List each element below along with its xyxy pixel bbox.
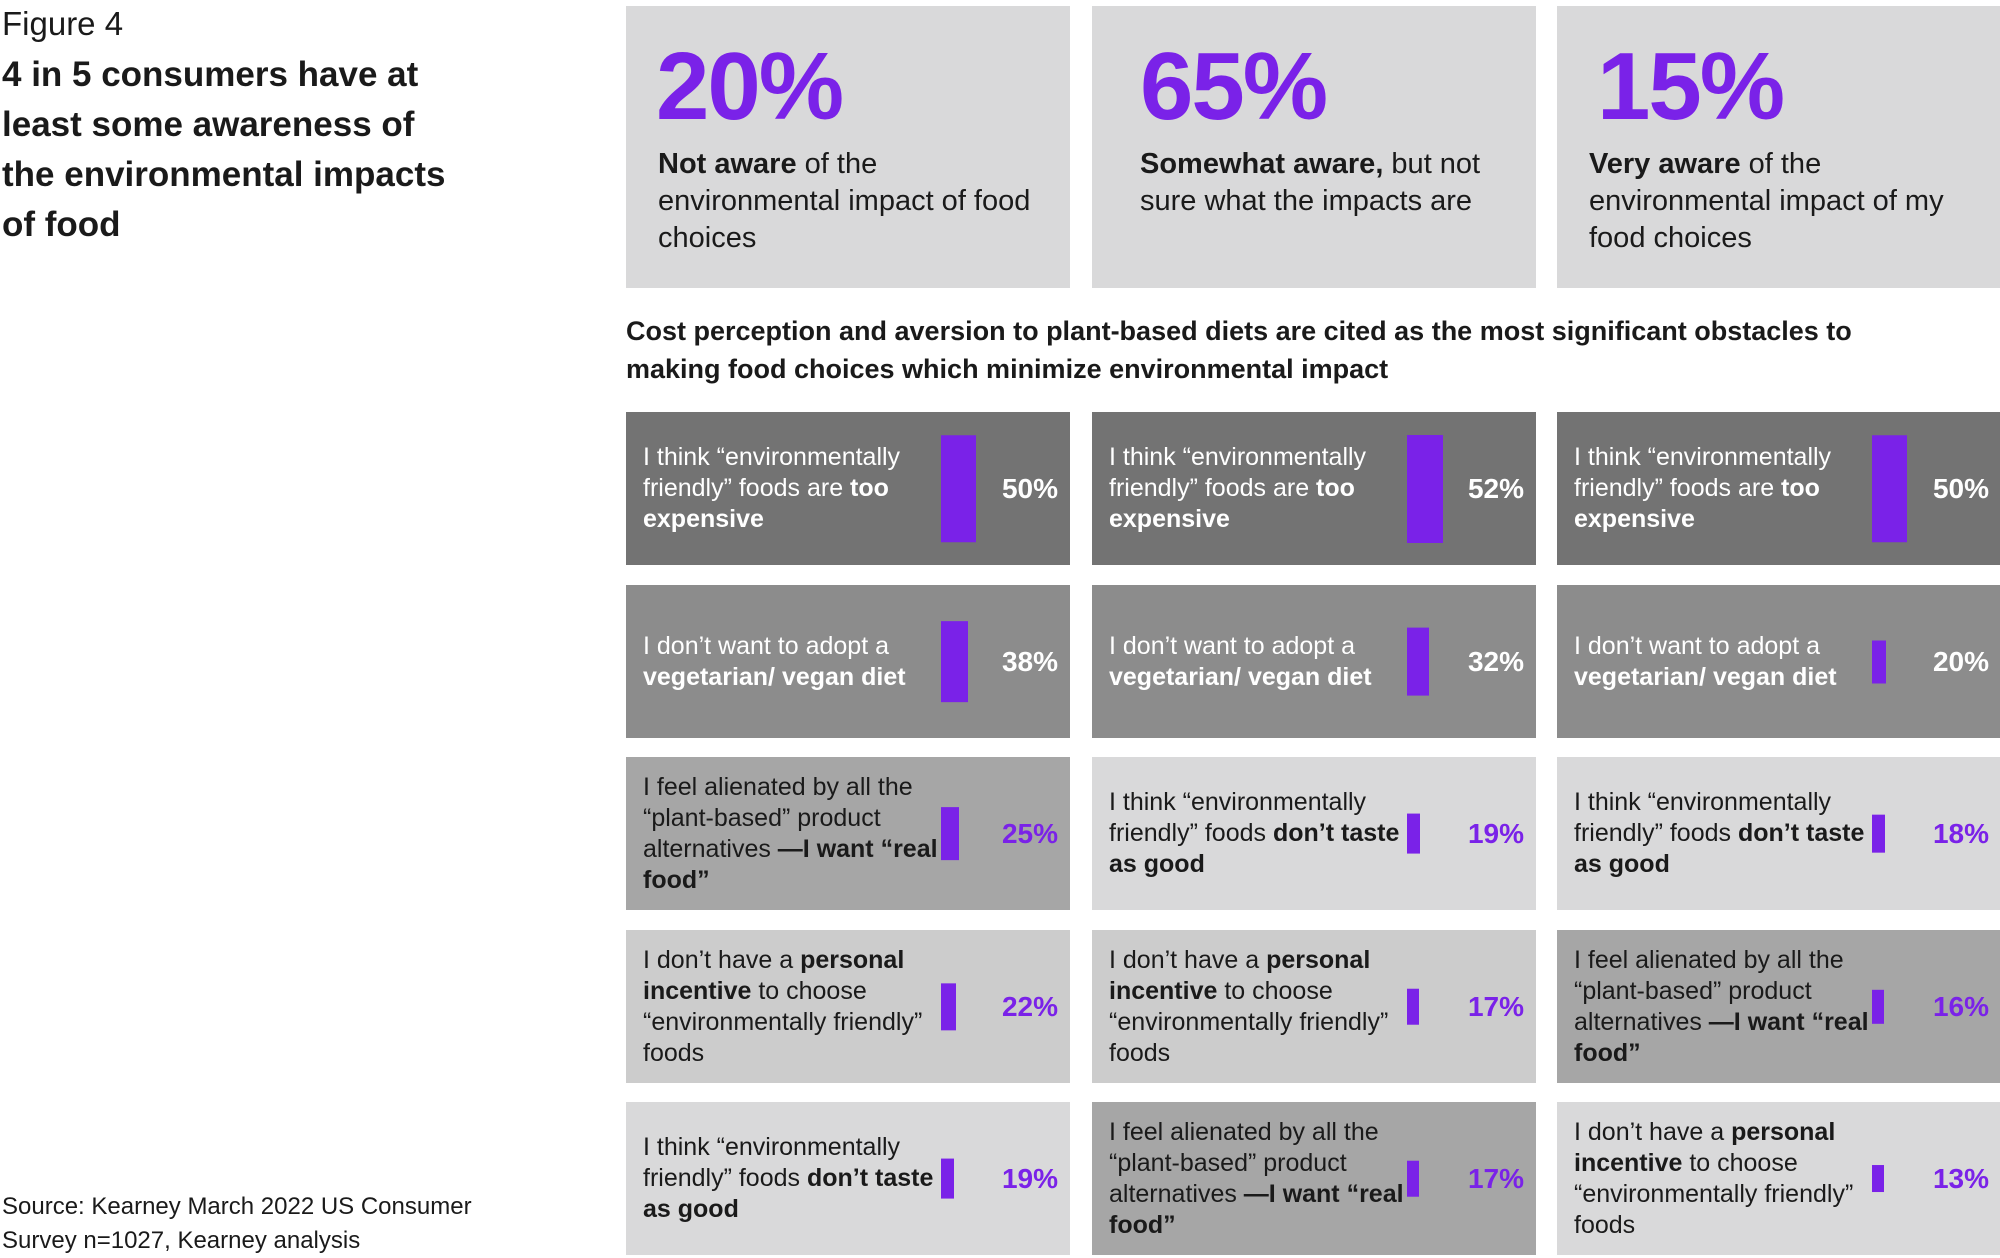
obstacle-tile: I don’t have a personal incentive to cho…	[1557, 1102, 2000, 1255]
figure-label: Figure 4	[2, 5, 124, 42]
obstacle-tile: I think “environmentally friendly” foods…	[1092, 412, 1536, 565]
value-label: 19%	[1467, 817, 1524, 849]
obstacle-label: I don’t want to adopt a vegetarian/ vega…	[643, 631, 906, 691]
value-label: 38%	[1001, 645, 1058, 677]
value-bar	[941, 806, 959, 861]
obstacle-label: I think “environmentally friendly” foods…	[1574, 788, 1865, 878]
obstacle-label: I think “environmentally friendly” foods…	[643, 1133, 934, 1223]
value-label: 17%	[1467, 990, 1524, 1022]
value-bar	[1872, 989, 1884, 1024]
value-label: 50%	[1932, 472, 1989, 504]
value-label: 13%	[1932, 1162, 1989, 1194]
obstacle-tile: I think “environmentally friendly” foods…	[1557, 757, 2000, 910]
obstacle-label: I don’t have a personal incentive to cho…	[643, 945, 923, 1067]
value-bar	[941, 434, 976, 543]
value-bar	[941, 620, 968, 703]
value-label: 22%	[1001, 990, 1058, 1022]
value-label: 17%	[1467, 1162, 1524, 1194]
value-bar	[1407, 1160, 1419, 1197]
obstacle-label: I feel alienated by all the “plant-based…	[1574, 945, 1869, 1067]
obstacle-tile: I don’t want to adopt a vegetarian/ vega…	[1092, 585, 1536, 738]
obstacle-tile: I don’t want to adopt a vegetarian/ vega…	[1557, 585, 2000, 738]
stat-card-very-aware: 15% Very aware of the environmental impa…	[1557, 6, 2000, 288]
obstacle-label: I don’t have a personal incentive to cho…	[1574, 1117, 1854, 1239]
value-bar	[1407, 813, 1420, 854]
stat-card-somewhat-aware: 65% Somewhat aware, but not sure what th…	[1092, 6, 1536, 288]
obstacle-label: I think “environmentally friendly” foods…	[1109, 443, 1367, 533]
value-label: 19%	[1001, 1162, 1058, 1194]
value-bar	[1407, 434, 1443, 543]
value-label: 32%	[1467, 645, 1524, 677]
value-label: 25%	[1001, 817, 1058, 849]
obstacle-label: I think “environmentally friendly” foods…	[1574, 443, 1832, 533]
obstacle-tile: I don’t have a personal incentive to cho…	[626, 930, 1070, 1083]
value-bar	[1872, 434, 1907, 543]
value-bar	[1407, 988, 1419, 1025]
figure-title: 4 in 5 consumers have at least some awar…	[2, 55, 446, 244]
obstacle-tile: I feel alienated by all the “plant-based…	[626, 757, 1070, 910]
value-bar	[941, 982, 956, 1031]
obstacle-tile: I think “environmentally friendly” foods…	[626, 412, 1070, 565]
obstacle-tile: I think “environmentally friendly” foods…	[626, 1102, 1070, 1255]
obstacle-tile: I think “environmentally friendly” foods…	[1092, 757, 1536, 910]
obstacle-tile: I feel alienated by all the “plant-based…	[1092, 1102, 1536, 1255]
value-bar	[1872, 640, 1886, 683]
value-label: 52%	[1467, 472, 1524, 504]
obstacle-label: I think “environmentally friendly” foods…	[643, 443, 901, 533]
obstacle-tile: I think “environmentally friendly” foods…	[1557, 412, 2000, 565]
value-bar	[1872, 1164, 1884, 1193]
obstacle-tile: I don’t have a personal incentive to cho…	[1092, 930, 1536, 1083]
obstacle-label: I think “environmentally friendly” foods…	[1109, 788, 1400, 878]
value-bar	[1872, 814, 1885, 853]
stat-description: Somewhat aware, but not sure what the im…	[1140, 148, 1481, 217]
value-label: 18%	[1932, 817, 1989, 849]
obstacle-label: I don’t want to adopt a vegetarian/ vega…	[1109, 631, 1372, 691]
stat-value: 20%	[656, 33, 844, 140]
obstacle-tile: I don’t want to adopt a vegetarian/ vega…	[626, 585, 1070, 738]
obstacle-label: I don’t have a personal incentive to cho…	[1109, 945, 1389, 1067]
value-label: 50%	[1001, 472, 1058, 504]
value-bar	[1407, 627, 1429, 696]
stat-card-not-aware: 20% Not aware of the environmental impac…	[626, 6, 1070, 288]
stat-value: 65%	[1140, 33, 1328, 140]
stat-description: Very aware of the environmental impact o…	[1589, 148, 1944, 254]
obstacle-tile: I feel alienated by all the “plant-based…	[1557, 930, 2000, 1083]
value-label: 16%	[1932, 990, 1989, 1022]
stat-value: 15%	[1597, 33, 1785, 140]
value-label: 20%	[1932, 645, 1989, 677]
stat-description: Not aware of the environmental impact of…	[658, 148, 1031, 254]
obstacle-label: I feel alienated by all the “plant-based…	[1109, 1117, 1404, 1239]
value-bar	[941, 1158, 954, 1199]
obstacle-label: I feel alienated by all the “plant-based…	[643, 772, 938, 894]
source-note: Source: Kearney March 2022 US Consumer S…	[2, 1193, 472, 1254]
obstacles-title: Cost perception and aversion to plant-ba…	[626, 316, 1852, 384]
obstacle-label: I don’t want to adopt a vegetarian/ vega…	[1574, 631, 1837, 691]
